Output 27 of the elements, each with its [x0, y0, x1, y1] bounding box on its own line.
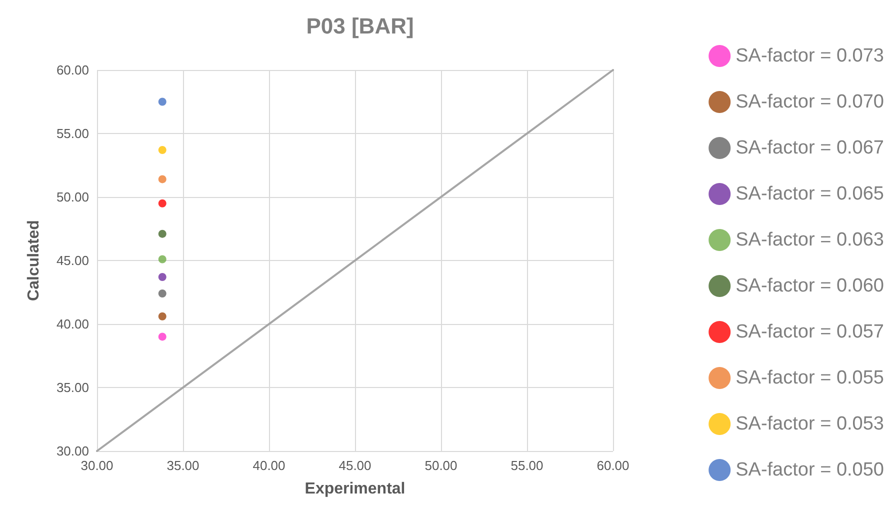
x-tick-label: 40.00: [252, 458, 286, 473]
x-tick-label: 30.00: [80, 458, 114, 473]
x-tick-label: 60.00: [596, 458, 630, 473]
legend-label: SA-factor = 0.063: [736, 230, 884, 250]
legend-label: SA-factor = 0.067: [736, 138, 884, 158]
x-tick-label: 45.00: [338, 458, 372, 473]
legend-label: SA-factor = 0.057: [736, 322, 884, 342]
chart-title: P03 [BAR]: [306, 14, 414, 38]
legend-label: SA-factor = 0.053: [736, 414, 884, 434]
legend-label: SA-factor = 0.073: [736, 46, 884, 66]
y-axis-title: Calculated: [26, 220, 42, 301]
y-tick-label: 40.00: [56, 316, 89, 332]
x-tick-label: 50.00: [424, 458, 458, 473]
legend-label: SA-factor = 0.050: [736, 460, 884, 480]
x-axis-title: Experimental: [304, 480, 406, 498]
y-tick-label: 60.00: [56, 62, 89, 78]
y-tick-label: 50.00: [56, 190, 89, 204]
y-tick-label: 30.00: [56, 444, 89, 458]
y-tick-label: 45.00: [56, 253, 89, 268]
x-tick-label: 55.00: [510, 458, 544, 473]
y-tick-label: 55.00: [56, 126, 89, 141]
legend-label: SA-factor = 0.055: [736, 368, 884, 388]
legend-label: SA-factor = 0.070: [736, 92, 884, 112]
x-tick-label: 35.00: [166, 458, 200, 473]
legend-label: SA-factor = 0.060: [736, 276, 884, 296]
y-tick-label: 35.00: [56, 380, 89, 395]
legend-label: SA-factor = 0.065: [736, 184, 884, 204]
